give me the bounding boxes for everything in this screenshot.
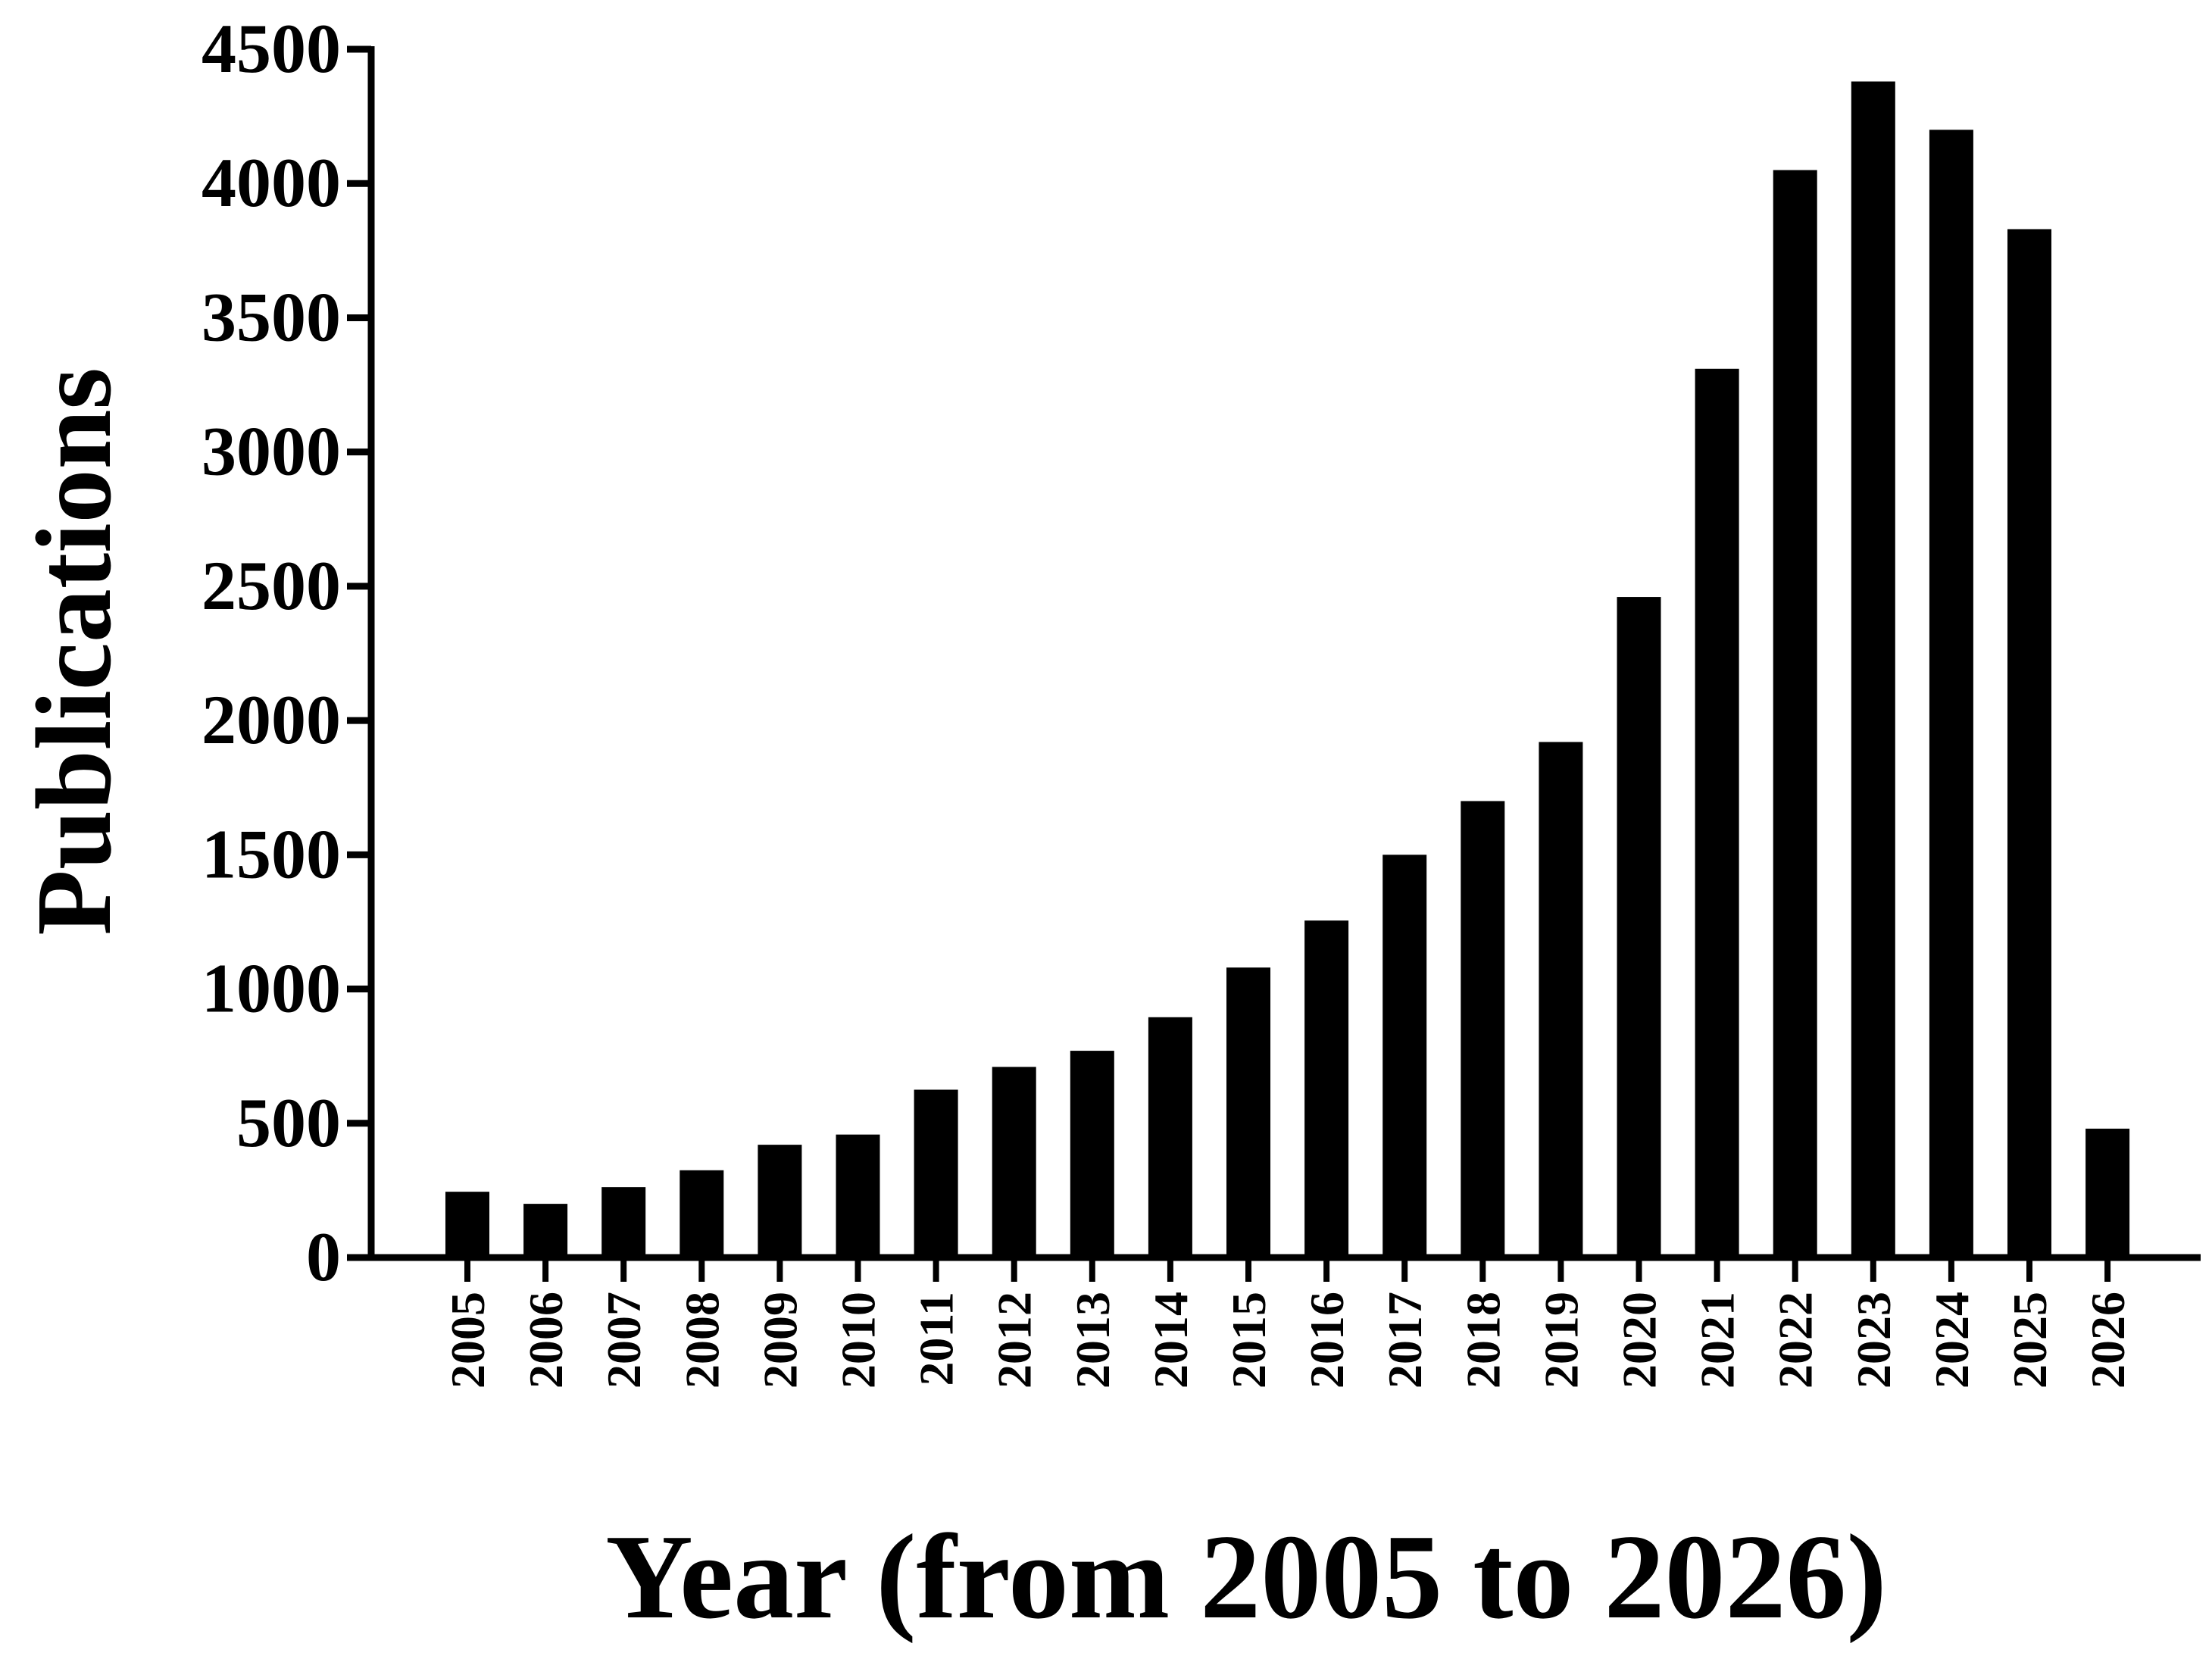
x-tick-label-2019: 2019 [1534,1292,1588,1389]
bar-2016 [1304,920,1349,1258]
bar-2024 [1929,130,1973,1258]
bar-2005 [445,1192,489,1258]
y-ticks-group: 0 500 1000 1500 2000 2500 3000 3500 4000 4500 [202,10,371,1295]
y-tick-label-1000: 1000 [202,950,341,1027]
x-tick-label-2007: 2007 [597,1292,651,1389]
bar-2022 [1773,170,1817,1258]
bar-2026 [2085,1128,2130,1258]
x-tick-label-2008: 2008 [675,1292,729,1389]
y-tick-label-2500: 2500 [202,547,341,624]
bar-2017 [1382,855,1427,1258]
x-tick-label-2005: 2005 [441,1292,495,1389]
y-axis-title: Publications [14,367,133,936]
y-tick-label-1500: 1500 [202,815,341,892]
bar-2008 [680,1170,724,1258]
x-tick-label-2013: 2013 [1066,1292,1120,1389]
bar-2023 [1851,81,1895,1258]
x-ticks-group: 2005 2006 2007 2008 2009 2010 2011 2012 2013 2014… [441,1258,2135,1389]
x-tick-label-2021: 2021 [1691,1292,1745,1389]
x-axis-title: Year (from 2005 to 2026) [605,1509,1886,1644]
y-tick-label-500: 500 [236,1084,341,1161]
bar-2021 [1695,368,1739,1258]
y-tick-label-0: 0 [306,1218,341,1295]
x-tick-label-2016: 2016 [1300,1292,1354,1389]
x-tick-label-2009: 2009 [753,1292,807,1389]
bar-2009 [758,1145,802,1258]
bar-2014 [1148,1017,1192,1258]
x-tick-label-2017: 2017 [1378,1292,1432,1389]
x-tick-label-2015: 2015 [1222,1292,1276,1389]
y-tick-label-2000: 2000 [202,681,341,758]
x-tick-label-2012: 2012 [988,1292,1042,1389]
x-tick-label-2024: 2024 [1925,1292,1979,1389]
bar-2015 [1226,967,1270,1258]
x-tick-label-2018: 2018 [1456,1292,1510,1389]
y-tick-label-3000: 3000 [202,413,341,490]
x-tick-label-2011: 2011 [910,1292,964,1386]
bar-2020 [1617,597,1661,1258]
x-tick-label-2006: 2006 [519,1292,573,1389]
bar-2013 [1070,1051,1114,1258]
bar-2006 [523,1204,568,1258]
bar-2007 [601,1187,646,1258]
bars-group [445,81,2130,1258]
x-tick-label-2020: 2020 [1613,1292,1667,1389]
x-tick-label-2022: 2022 [1769,1292,1823,1389]
x-tick-label-2023: 2023 [1847,1292,1901,1389]
x-tick-label-2026: 2026 [2081,1292,2135,1389]
bar-2018 [1461,801,1505,1258]
y-tick-label-4000: 4000 [202,144,341,221]
x-tick-label-2025: 2025 [2003,1292,2057,1389]
bar-2019 [1539,742,1583,1258]
x-tick-label-2014: 2014 [1144,1292,1198,1389]
bar-2010 [836,1134,880,1258]
bar-2011 [914,1089,958,1258]
x-tick-label-2010: 2010 [832,1292,886,1389]
bar-2025 [2007,229,2051,1258]
bar-2012 [992,1067,1036,1258]
y-tick-label-3500: 3500 [202,278,341,355]
y-tick-label-4500: 4500 [202,10,341,87]
